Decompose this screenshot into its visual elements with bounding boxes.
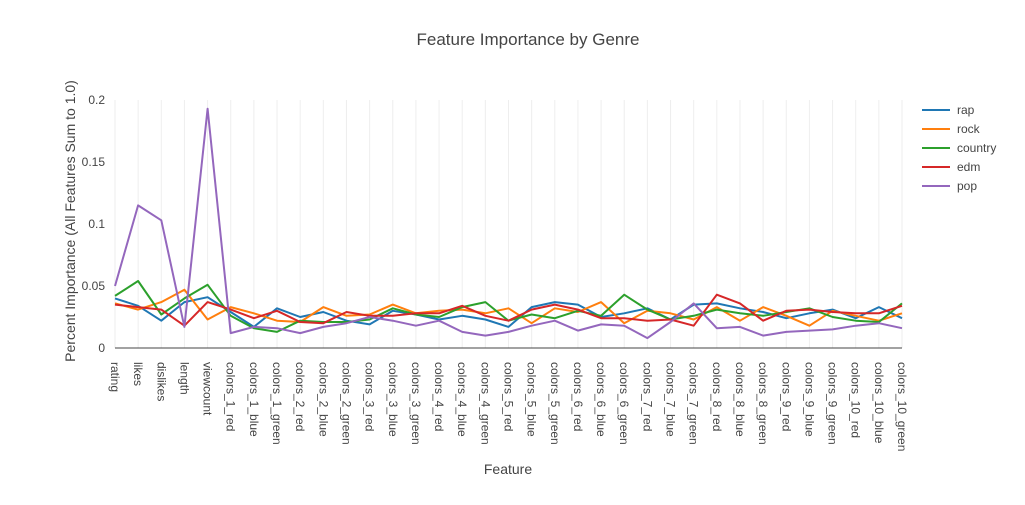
y-tick-label: 0.15 <box>82 155 106 169</box>
x-tick-label: colors_9_red <box>779 362 793 431</box>
x-tick-label: colors_5_blue <box>525 362 539 437</box>
y-axis-title: Percent Importance (All Features Sum to … <box>62 80 78 362</box>
x-tick-label: colors_1_green <box>270 362 284 445</box>
x-tick-label: length <box>177 362 191 395</box>
x-tick-label: dislikes <box>154 362 168 401</box>
x-tick-label: colors_4_red <box>432 362 446 431</box>
y-tick-label: 0.05 <box>82 279 106 293</box>
chart-title: Feature Importance by Genre <box>416 30 639 49</box>
x-tick-label: colors_4_blue <box>455 362 469 437</box>
x-tick-label: colors_9_green <box>826 362 840 445</box>
x-tick-label: colors_10_blue <box>872 362 886 444</box>
x-axis-title: Feature <box>484 461 532 477</box>
axis-layer: 0 0.05 0.1 0.15 0.2 rating likes dislikes length… <box>82 93 909 451</box>
y-tick-label: 0.1 <box>88 217 105 231</box>
x-tick-label: colors_1_blue <box>247 362 261 437</box>
x-tick-label: colors_1_red <box>224 362 238 431</box>
x-tick-label: colors_7_red <box>640 362 654 431</box>
x-tick-label: colors_7_green <box>687 362 701 445</box>
x-tick-label: colors_8_green <box>756 362 770 445</box>
x-tick-label: colors_7_blue <box>664 362 678 437</box>
x-tick-label: colors_6_red <box>571 362 585 431</box>
x-tick-label: likes <box>131 362 145 386</box>
legend-label-rap: rap <box>957 103 975 117</box>
x-tick-label: colors_5_red <box>502 362 516 431</box>
legend-label-edm: edm <box>957 160 980 174</box>
x-tick-label: colors_2_green <box>339 362 353 445</box>
y-tick-label: 0 <box>98 341 105 355</box>
x-tick-label: colors_2_blue <box>316 362 330 437</box>
x-tick-label: colors_8_blue <box>733 362 747 437</box>
x-tick-label: colors_6_green <box>617 362 631 445</box>
x-tick-label: colors_8_red <box>710 362 724 431</box>
x-tick-label: viewcount <box>201 362 215 416</box>
x-tick-label: rating <box>108 362 122 392</box>
x-tick-label: colors_3_green <box>409 362 423 445</box>
legend-label-country: country <box>957 141 996 155</box>
x-tick-label: colors_4_green <box>478 362 492 445</box>
x-tick-label: colors_2_red <box>293 362 307 431</box>
legend: rap rock country edm pop <box>922 103 996 193</box>
x-tick-label: colors_5_green <box>548 362 562 445</box>
x-tick-label: colors_10_red <box>849 362 863 438</box>
legend-label-rock: rock <box>957 122 981 136</box>
y-tick-label: 0.2 <box>88 93 105 107</box>
x-tick-label: colors_3_red <box>363 362 377 431</box>
x-tick-label: colors_9_blue <box>802 362 816 437</box>
legend-label-pop: pop <box>957 179 977 193</box>
x-tick-label: colors_3_blue <box>386 362 400 437</box>
x-tick-label: colors_6_blue <box>594 362 608 437</box>
x-tick-label: colors_10_green <box>895 362 909 451</box>
